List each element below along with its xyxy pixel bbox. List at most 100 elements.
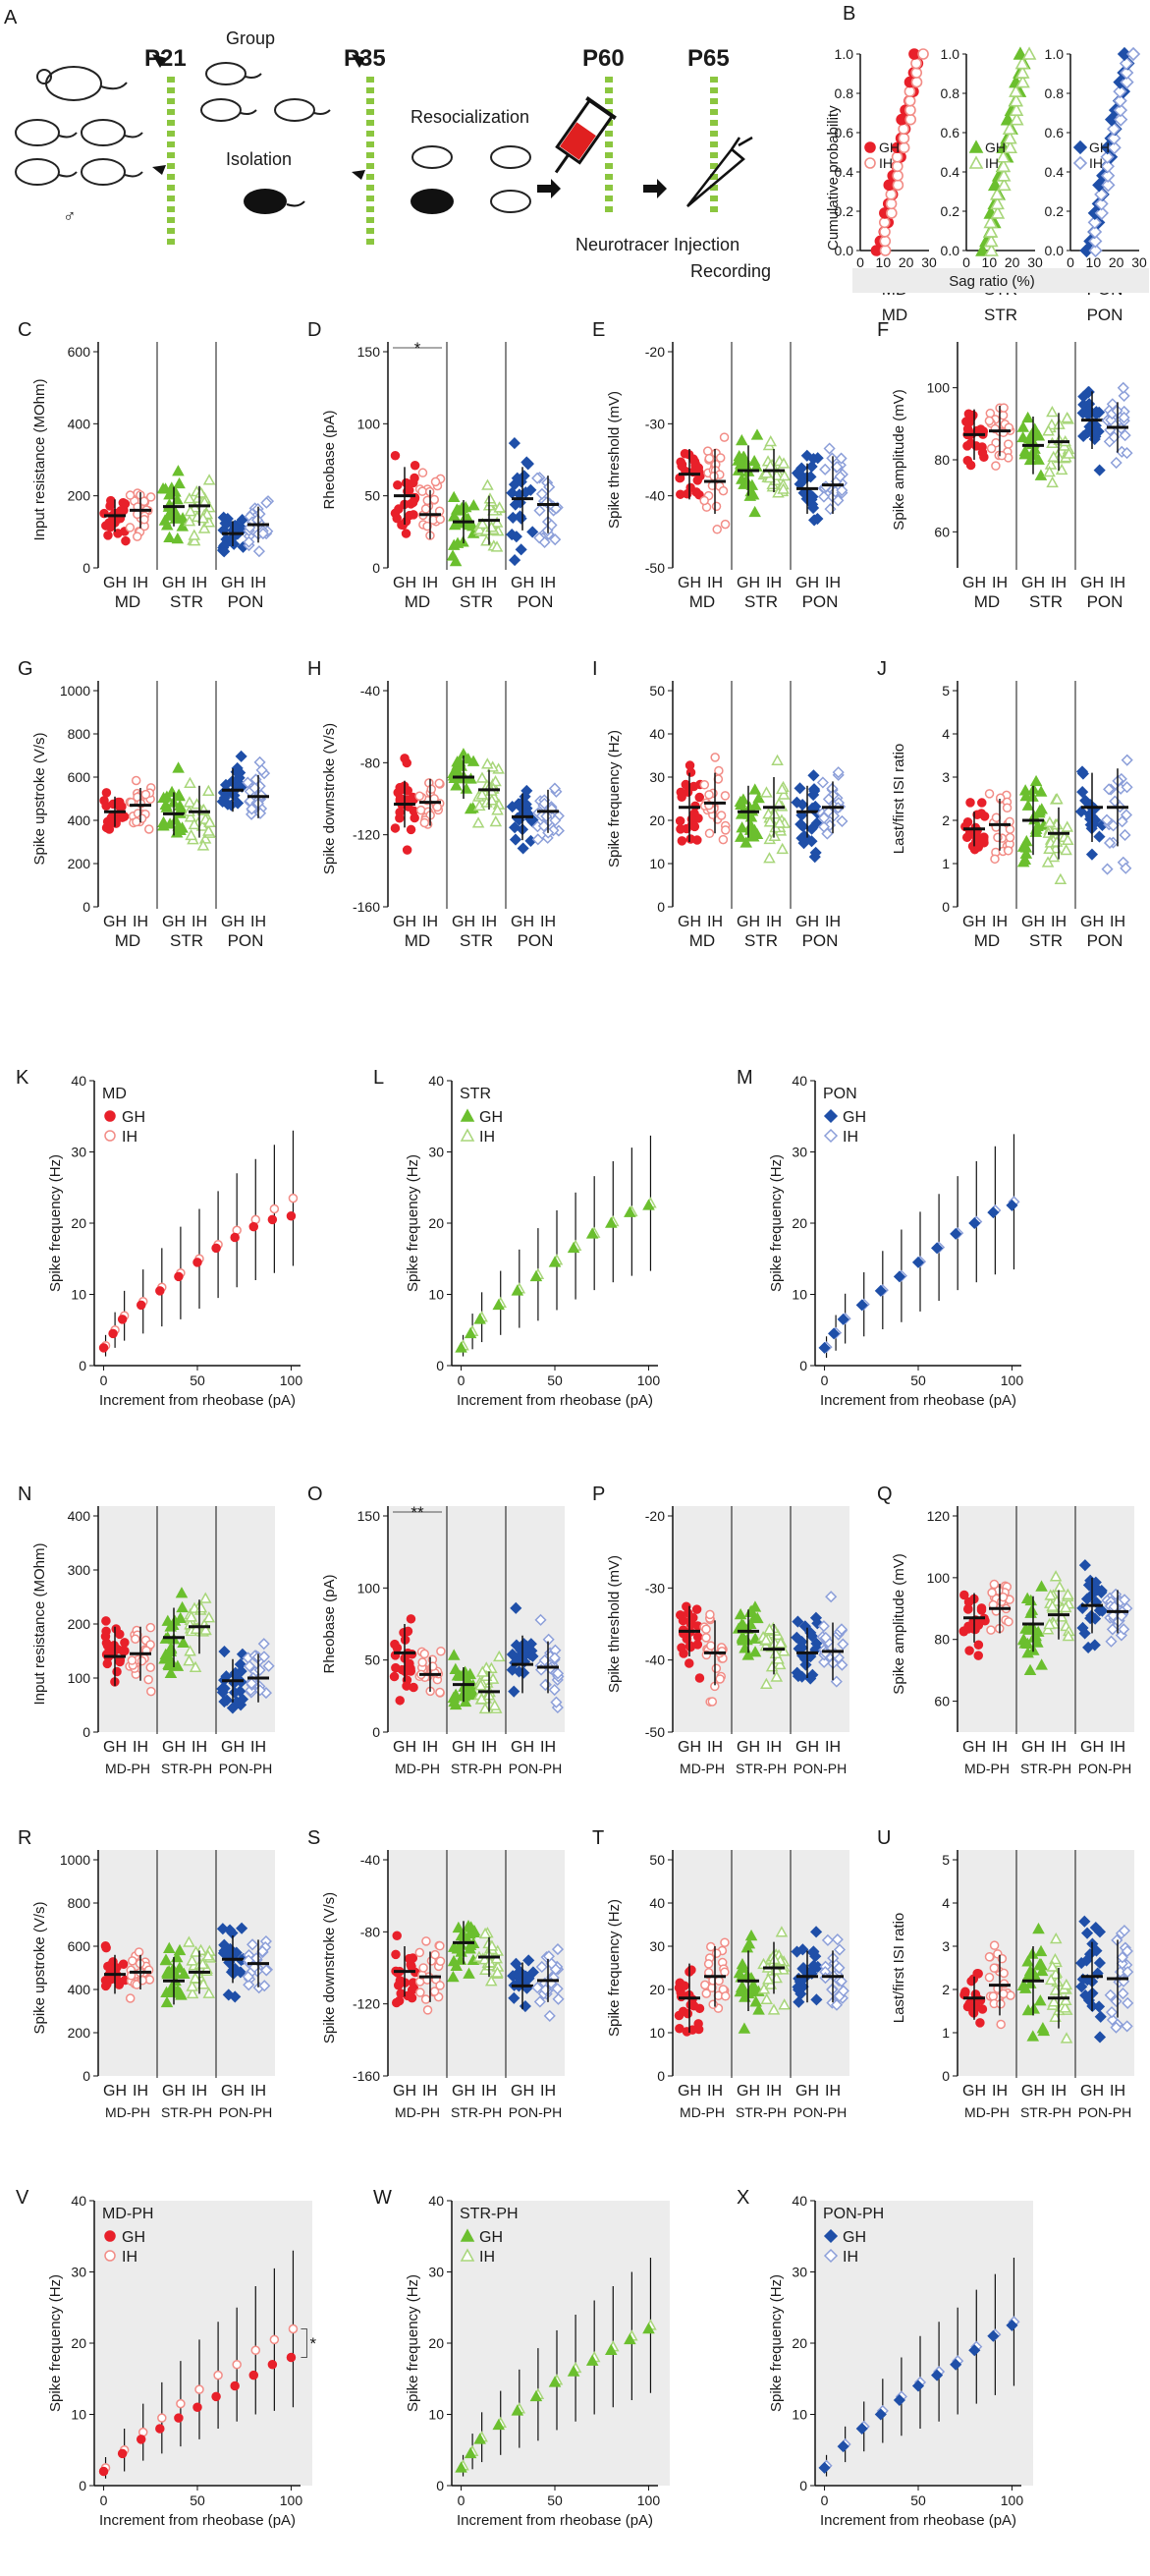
data-point [242,1954,255,1967]
data-point [449,1662,463,1674]
tick-label: -20 [645,1508,665,1524]
category-label: GH [678,914,701,930]
data-point [1016,420,1030,432]
tick-label: -20 [645,344,665,360]
sag-ratio-subplot-md: 0.00.20.40.60.81.00102030GHIHMD [835,46,937,299]
legend-ih: IH [479,2249,495,2266]
legend-gh: GH [843,1109,866,1126]
data-point [429,494,439,505]
data-point [1087,215,1102,230]
data-point [1122,1996,1134,2009]
data-point [1107,819,1120,832]
data-point [712,525,722,534]
axis-label-y: Spike frequency (Hz) [768,1154,785,1292]
data-point [146,1686,156,1697]
data-point [550,1696,563,1708]
data-point [390,823,401,833]
data-point [585,1227,599,1239]
tick-label: 30 [428,1145,444,1160]
data-point [1105,414,1118,426]
group-label: STR [170,931,203,950]
category-label: IH [250,914,266,930]
data-point [161,1966,174,1978]
tick-label: 100 [637,1372,661,1388]
data-point [1002,803,1013,813]
data-point [211,1243,221,1254]
legend-ih: IH [479,1129,495,1146]
tick-label: 20 [899,254,914,270]
axis-label-y: Last/first ISI ratio [891,744,907,855]
axis-label-x: Increment from rheobase (pA) [457,2512,653,2529]
tick-label: 40 [428,1073,444,1089]
data-point [1121,1944,1133,1958]
panel-label-s: S [307,1827,320,1849]
data-point [1035,1964,1049,1977]
data-point [752,2003,765,2015]
tick-label: 150 [357,1508,381,1524]
tick-label: 10 [876,254,892,270]
legend-gh: GH [985,140,1006,155]
data-point [1023,1663,1037,1676]
data-point [738,2022,751,2034]
data-point [551,1983,564,1995]
data-point [691,487,701,497]
group-label: PON-PH [1078,1761,1131,1776]
group-label: MD [689,931,715,950]
data-point [118,1959,129,1970]
data-point [184,505,197,517]
data-point [194,486,207,498]
category-label: GH [162,2083,186,2100]
tick-label: 0 [942,2068,950,2084]
data-point [1049,1932,1063,1944]
axis-label-y: Spike downstroke (V/s) [321,723,338,874]
data-point [125,523,136,532]
panel-label-v: V [16,2187,29,2209]
tick-label: 300 [68,1562,91,1578]
data-point [738,477,750,489]
data-point [1119,828,1131,842]
data-point [961,417,971,426]
tick-label: 80 [934,1632,950,1648]
axis-label-y: Rheobase (pA) [321,411,338,510]
data-point [396,1988,406,1998]
data-point [510,1639,522,1652]
tick-label: 400 [68,416,91,431]
data-point [800,449,813,462]
data-point [101,1616,111,1626]
data-point [257,1638,270,1651]
data-point [391,1662,401,1673]
data-point [176,1600,189,1613]
category-label: GH [1080,1739,1104,1756]
data-point [194,2384,204,2394]
data-point [776,782,789,795]
axis-label-y: Spike frequency (Hz) [606,1899,623,2037]
data-point [987,1206,1000,1219]
data-point [101,521,111,531]
tick-label: 20 [71,1215,86,1231]
data-point [164,1666,178,1679]
data-point [471,816,485,828]
data-point [567,2365,580,2377]
tick-label: 200 [68,2025,91,2041]
data-point [243,1979,255,1991]
data-point [821,1933,834,1946]
group-label: MD-PH [964,2104,1010,2120]
data-point [819,463,832,476]
data-point [543,480,556,493]
tick-label: 0 [100,1372,108,1388]
data-point [1051,793,1064,805]
data-point [467,499,480,511]
data-point [183,492,196,504]
data-point [422,2005,433,2015]
legend-ih: IH [843,2249,858,2266]
data-point [480,534,493,546]
data-point [1003,140,1018,154]
panel-a-timeline: A P21 P35 P60 P65 ♂ Group Isolation Reso [4,7,771,281]
tick-label: -40 [360,683,380,699]
category-label: IH [133,1739,148,1756]
data-point [716,811,727,820]
data-point [796,1943,809,1956]
data-point [509,833,522,846]
